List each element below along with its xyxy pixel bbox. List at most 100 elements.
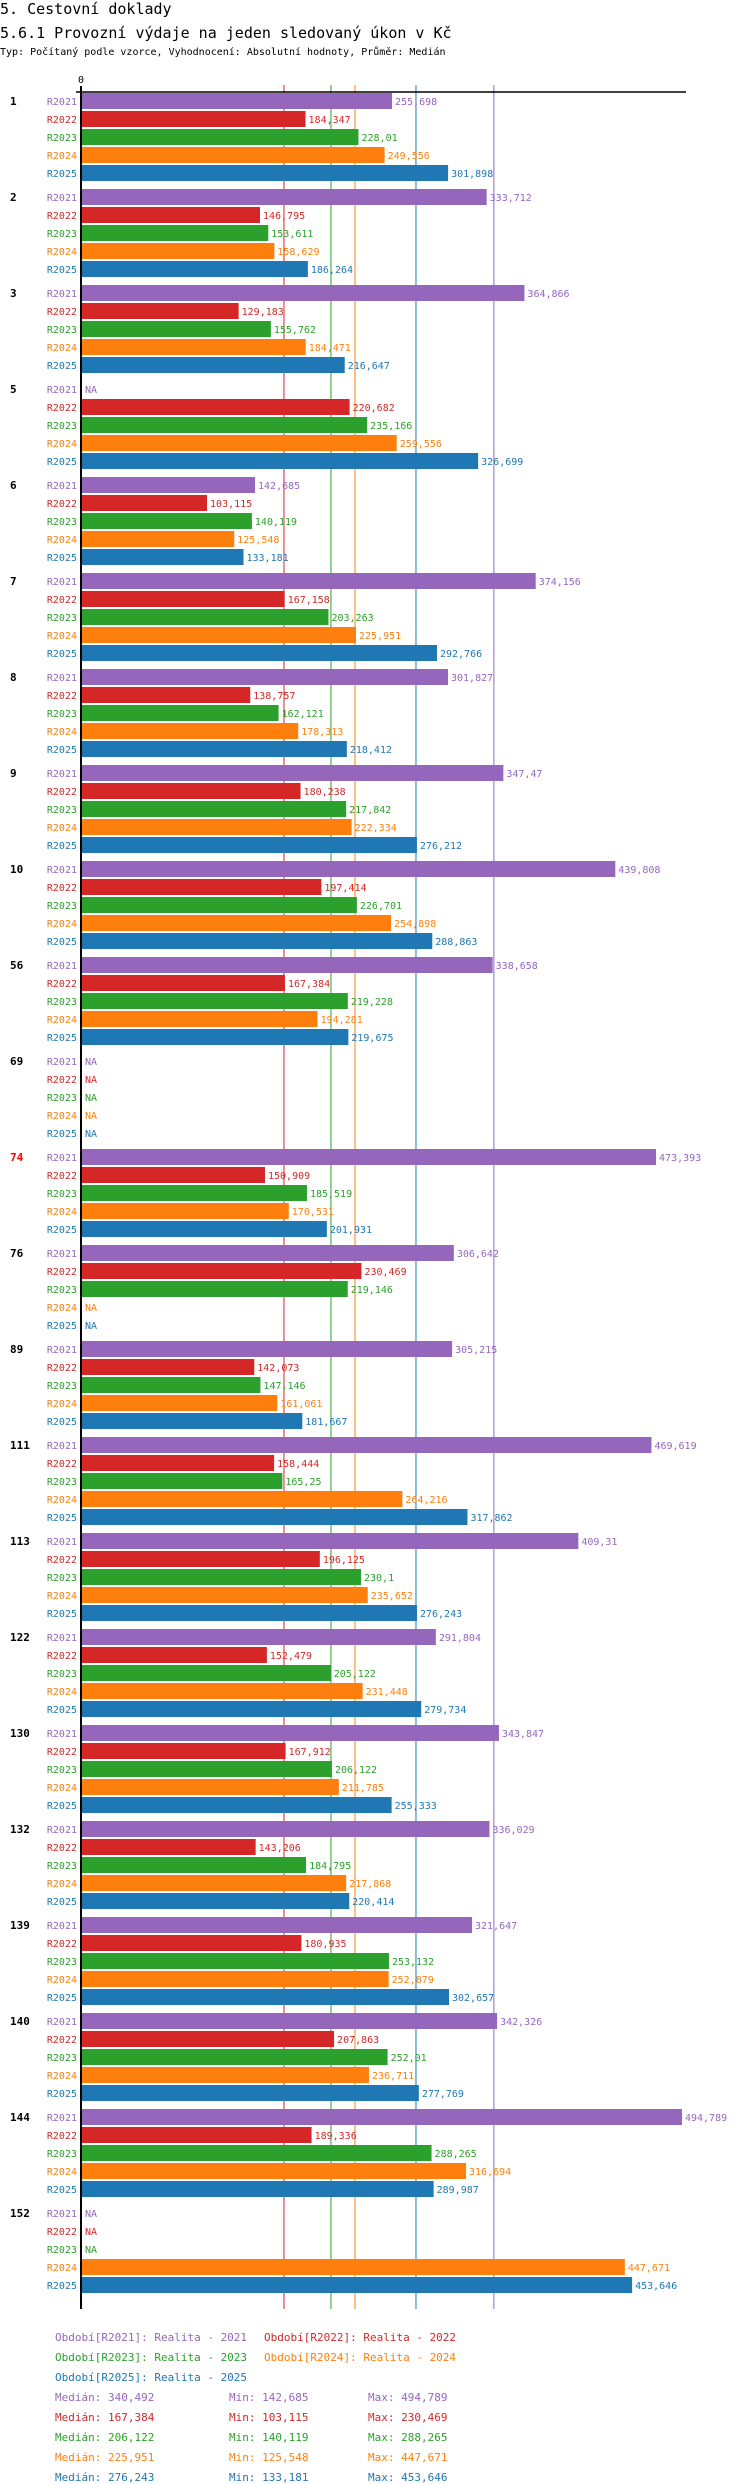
series-label: R2025 [47,649,77,660]
data-label: 184,471 [309,343,351,354]
data-label: 317,862 [470,1513,512,1524]
bar [82,339,306,355]
bar [82,1281,348,1297]
bar [82,303,239,319]
data-label: 158,629 [277,247,319,258]
series-label: R2022 [47,307,77,318]
series-label: R2021 [47,577,77,588]
series-label: R2025 [47,1705,77,1716]
series-label: R2025 [47,1129,77,1140]
data-label: 473,393 [659,1153,701,1164]
data-label: 249,556 [388,151,430,162]
bar [82,687,251,703]
series-label: R2025 [47,1993,77,2004]
bar [82,1413,303,1429]
series-label: R2021 [47,2017,77,2028]
series-label: R2023 [47,325,77,336]
bar [82,477,256,493]
series-label: R2024 [47,2167,77,2178]
series-label: R2024 [47,727,77,738]
category-label: 5 [10,383,17,396]
data-label: 336,029 [492,1825,534,1836]
series-label: R2021 [47,1921,77,1932]
series-label: R2022 [47,1843,77,1854]
series-label: R2025 [47,1033,77,1044]
data-label: 447,671 [628,2263,670,2274]
data-label: 140,119 [255,517,297,528]
series-label: R2025 [47,1513,77,1524]
stat-max-r2021: Max: 494,789 [368,2391,448,2404]
bar [82,783,301,799]
data-label: 230,469 [364,1267,406,1278]
bar [82,1359,255,1375]
bar [82,2067,370,2083]
bar [82,129,359,145]
series-label: R2025 [47,553,77,564]
legend-item-r2023: Období[R2023]: Realita - 2023 [55,2351,248,2364]
legend-item-r2021: Období[R2021]: Realita - 2021 [55,2331,248,2344]
bar [82,819,352,835]
data-label: 184,347 [309,115,351,126]
data-label: 338,658 [496,961,538,972]
data-label: 216,647 [348,361,390,372]
series-label: R2024 [47,1687,77,1698]
na-label: NA [85,1075,97,1086]
bar [82,1011,318,1027]
category-label: 6 [10,479,17,492]
bar [82,1587,368,1603]
data-label: 236,711 [372,2071,414,2082]
legend-item-r2024: Období[R2024]: Realita - 2024 [264,2351,457,2364]
series-label: R2024 [47,151,77,162]
bar [82,417,368,433]
stat-max-r2025: Max: 453,646 [368,2471,448,2484]
data-label: 129,183 [242,307,284,318]
bar [82,627,356,643]
data-label: 186,264 [311,265,353,276]
series-label: R2022 [47,2227,77,2238]
stat-min-r2022: Min: 103,115 [229,2411,309,2424]
bar [82,1821,490,1837]
data-label: 219,146 [351,1285,393,1296]
series-label: R2021 [47,481,77,492]
bar [82,1605,417,1621]
series-label: R2023 [47,997,77,1008]
data-label: 142,685 [258,481,300,492]
data-label: 259,556 [400,439,442,450]
bar [82,723,299,739]
data-label: 225,951 [359,631,401,642]
category-label: 3 [10,287,17,300]
bar [82,2031,335,2047]
data-label: 203,263 [331,613,373,624]
series-label: R2024 [47,247,77,258]
bar [82,1893,350,1909]
series-label: R2021 [47,97,77,108]
stat-median-r2023: Medián: 206,122 [55,2431,155,2444]
series-label: R2023 [47,1381,77,1392]
category-label: 76 [10,1247,24,1260]
bar [82,897,357,913]
bar [82,207,261,223]
category-label: 130 [10,1727,30,1740]
data-label: 178,313 [301,727,343,738]
bar [82,1701,422,1717]
bar [82,1185,307,1201]
series-label: R2021 [47,1249,77,1260]
bar [82,1377,261,1393]
series-label: R2023 [47,2149,77,2160]
data-label: 301,827 [451,673,493,684]
bar [82,435,397,451]
stat-max-r2022: Max: 230,469 [368,2411,448,2424]
data-label: 167,158 [288,595,330,606]
bar [82,1569,362,1585]
stat-min-r2021: Min: 142,685 [229,2391,309,2404]
na-label: NA [85,1321,97,1332]
bar [82,2181,434,2197]
series-label: R2021 [47,1729,77,1740]
series-label: R2023 [47,229,77,240]
bar [82,1743,286,1759]
series-label: R2025 [47,2185,77,2196]
bar [82,531,235,547]
bar [82,1797,392,1813]
bar [82,1779,339,1795]
data-label: 180,935 [304,1939,346,1950]
